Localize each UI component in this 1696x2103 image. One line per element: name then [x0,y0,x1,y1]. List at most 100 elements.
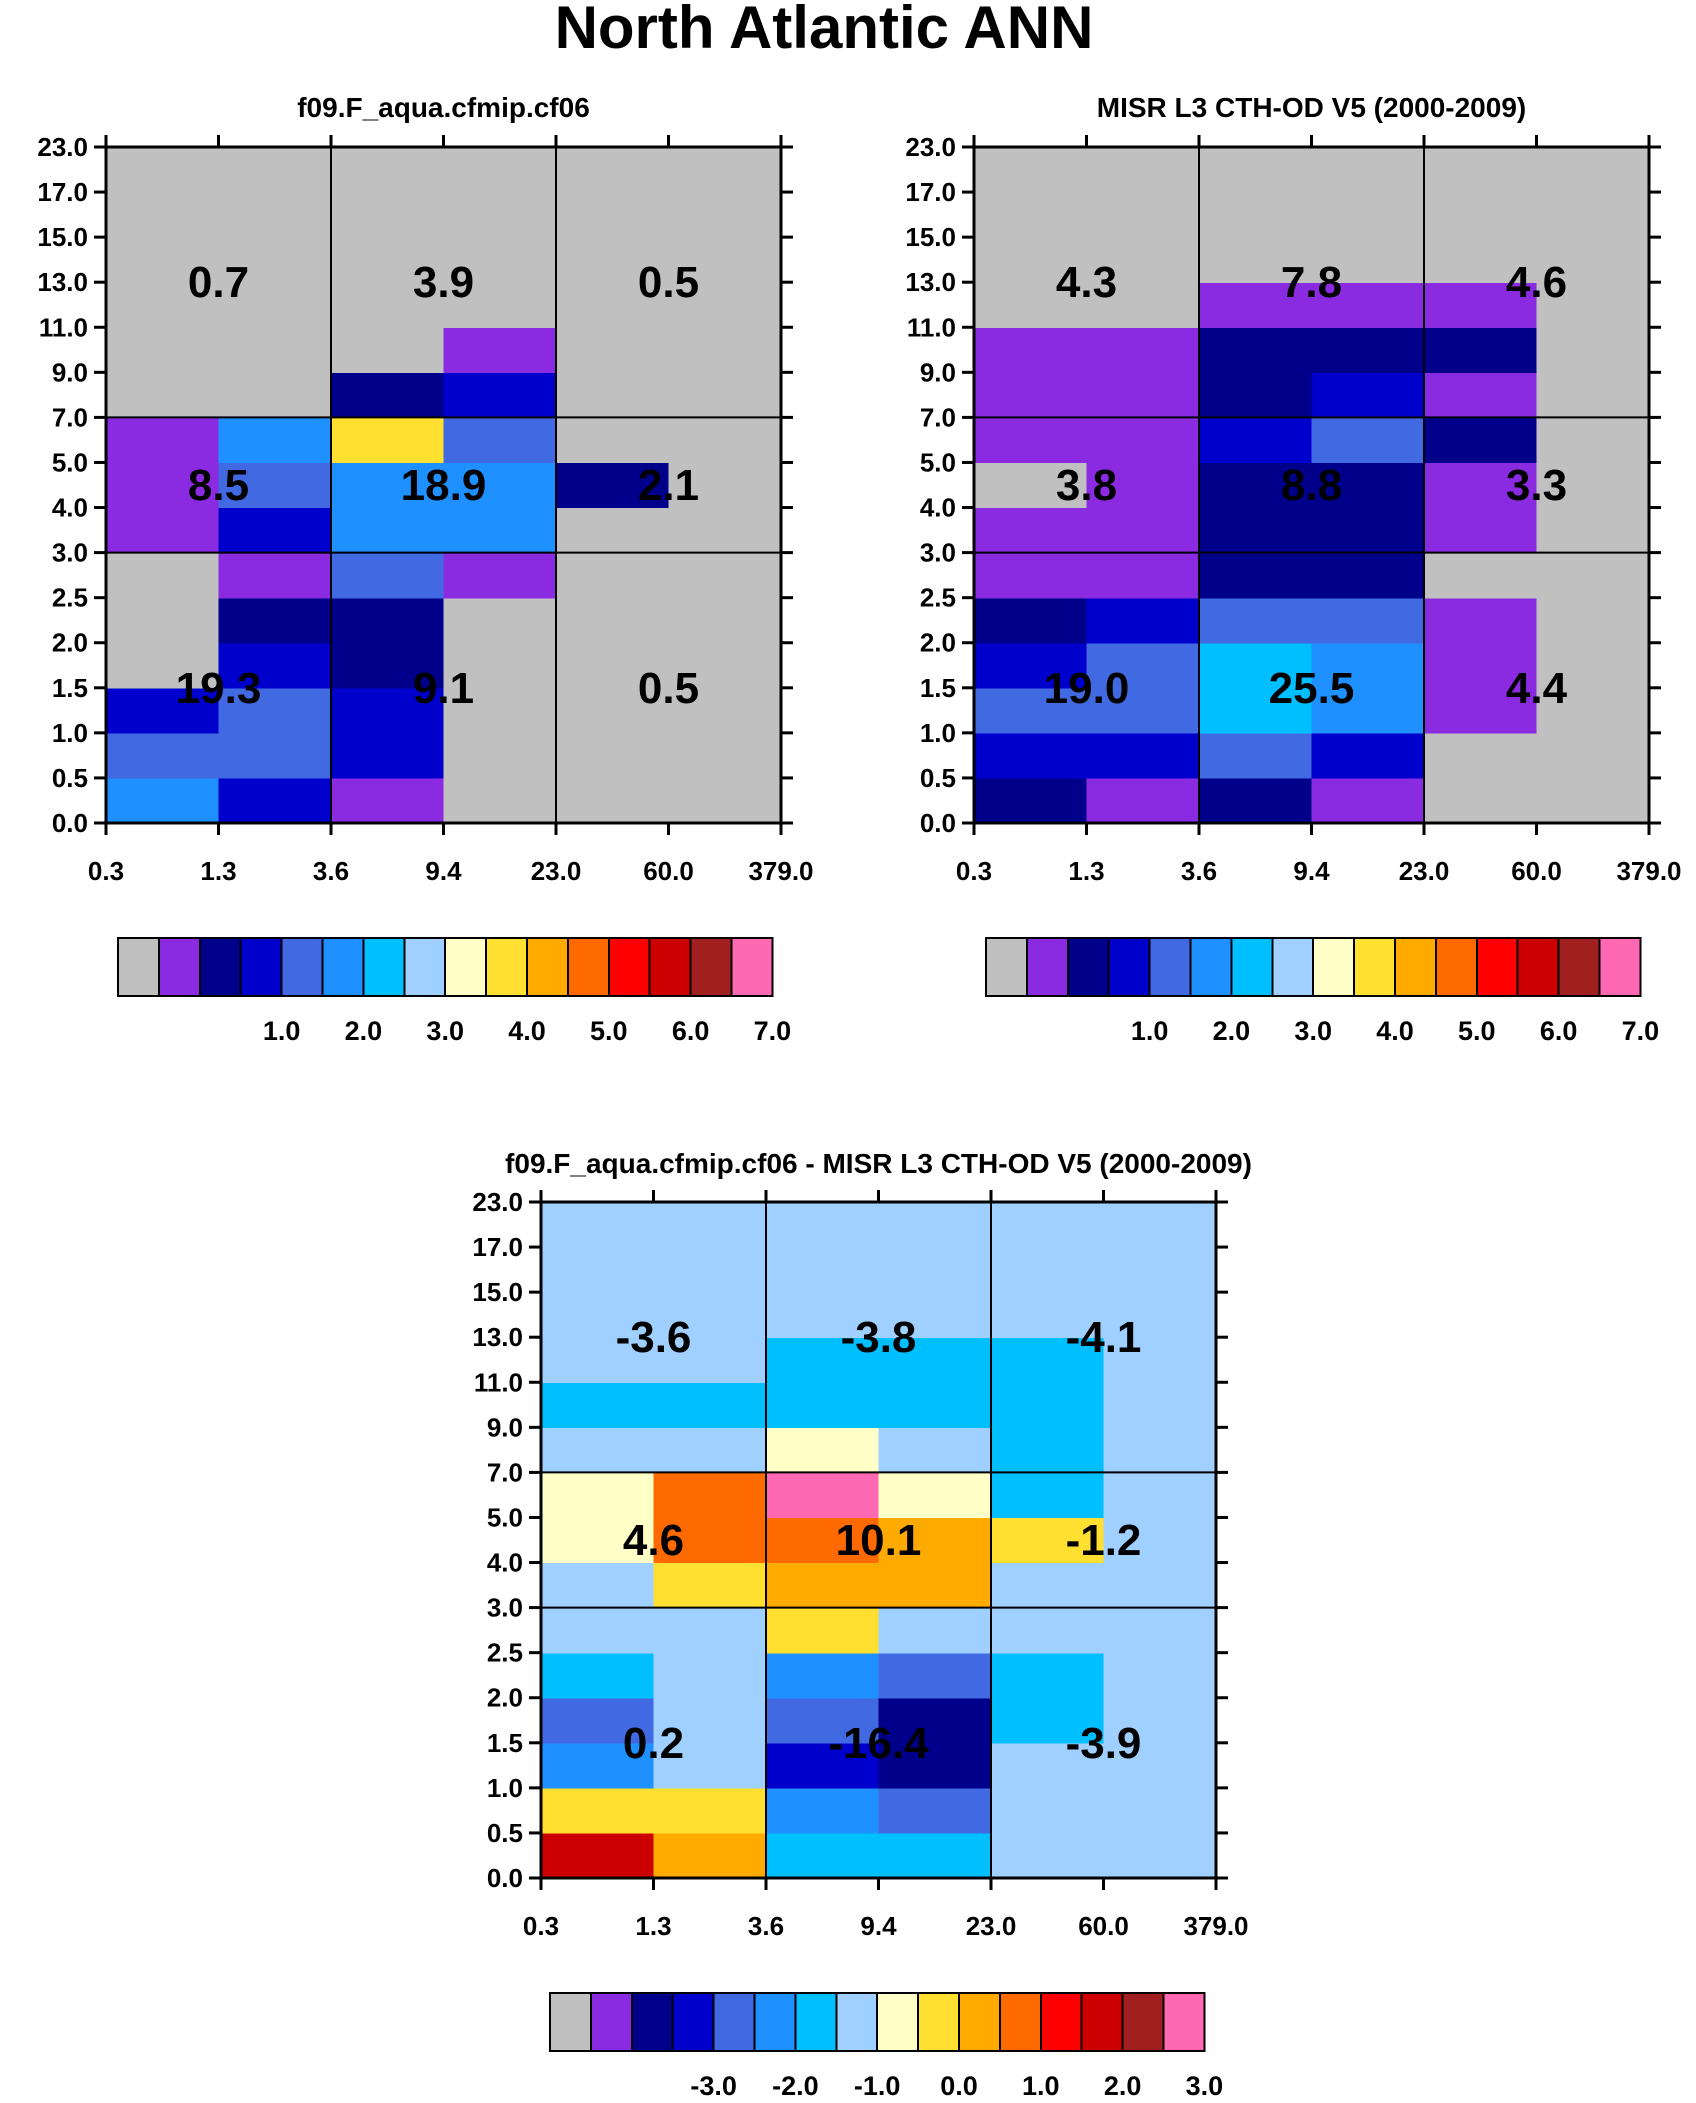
heatmap-cell [1199,597,1313,644]
heatmap-cell [331,687,445,734]
heatmap-cell [974,372,1088,418]
heatmap-cell [668,147,782,193]
heatmap-cell [1199,777,1313,824]
x-tick-label: 1.3 [1068,856,1104,886]
colorbar-swatch [321,937,365,997]
heatmap-cell [1536,732,1650,779]
heatmap-cell [443,237,557,283]
heatmap-cell [556,462,670,509]
y-tick-label: 5.0 [52,447,88,477]
heatmap-cell [556,777,670,824]
colorbar-swatch [1230,937,1274,997]
heatmap-cell [1086,147,1200,193]
heatmap-cell [974,147,1088,193]
heatmap-cell [541,1562,655,1609]
heatmap-cell [1086,417,1200,464]
panel-title: f09.F_aqua.cfmip.cf06 [297,92,590,123]
heatmap-cell [1103,1382,1217,1428]
heatmap-cell [974,282,1088,328]
heatmap-cell [443,732,557,779]
heatmap-cell [1086,192,1200,238]
colorbar-swatch [1394,937,1437,997]
heatmap-cell [1199,552,1313,599]
heatmap-cell [443,282,557,328]
heatmap-cell [974,777,1088,824]
y-tick-label: 1.5 [487,1728,523,1758]
heatmap-cell [1199,372,1313,418]
heatmap-cell [878,1787,992,1834]
heatmap-cell [218,417,332,464]
heatmap-cell [1536,372,1650,418]
heatmap-cell [1311,282,1425,328]
heatmap-cell [331,732,445,779]
heatmap-cell [974,642,1088,689]
heatmap-cell [878,1652,992,1699]
heatmap-cell [443,147,557,193]
heatmap-cell [766,1382,880,1428]
heatmap-cell [991,1382,1105,1428]
heatmap-cell [443,462,557,509]
x-tick-label: 9.4 [1293,856,1330,886]
panel-title: MISR L3 CTH-OD V5 (2000-2009) [1097,92,1526,123]
colorbar-label: 4.0 [1376,1016,1414,1046]
colorbar-swatch [239,937,283,997]
heatmap-cell [541,1247,655,1293]
heatmap-cell [668,372,782,418]
heatmap-cell [991,1337,1105,1383]
heatmap-cell [106,597,220,644]
heatmap-cell [1103,1337,1217,1383]
colorbar-swatch [444,937,488,997]
heatmap-cells [974,147,1650,824]
y-tick-label: 23.0 [905,132,956,162]
heatmap-cell [766,1292,880,1338]
heatmap-cell [218,282,332,328]
x-tick-label: 23.0 [966,1911,1017,1941]
y-tick-label: 2.0 [487,1683,523,1713]
heatmap-cell [878,1292,992,1338]
colorbar-swatch [1162,1992,1206,2052]
x-tick-label: 60.0 [1078,1911,1129,1941]
heatmap-cell [878,1202,992,1248]
colorbar-swatch [1271,937,1315,997]
heatmap-cell [1103,1787,1217,1834]
heatmap-cell [653,1742,767,1789]
heatmap-cell [766,1562,880,1609]
heatmap-cell [1086,282,1200,328]
y-tick-label: 2.0 [920,628,956,658]
heatmap-cell [766,1832,880,1879]
heatmap-cell [218,147,332,193]
heatmap-cell [1424,462,1538,509]
colorbar-swatch [1189,937,1233,997]
y-tick-label: 4.0 [52,493,88,523]
x-tick-label: 23.0 [1399,856,1450,886]
heatmap-cell [1199,687,1313,734]
colorbar-swatch [362,937,406,997]
y-tick-label: 2.5 [920,583,956,613]
heatmap-cell [766,1517,880,1564]
heatmap-cell [653,1562,767,1609]
colorbar-swatch [835,1992,879,2052]
panel-model: f09.F_aqua.cfmip.cf06 0.0 0.5 1.0 1.5 2.0 2.5 3… [37,92,813,1046]
heatmap-cell [1536,597,1650,644]
heatmap-cell [1199,147,1313,193]
colorbar-label: -2.0 [772,2071,819,2101]
heatmap-cell [556,687,670,734]
heatmap-cell [331,147,445,193]
heatmap-cell [668,642,782,689]
heatmap-cell [1536,552,1650,599]
heatmap-cell [878,1247,992,1293]
y-tick-label: 3.0 [920,538,956,568]
heatmap-cell [1199,237,1313,283]
heatmap-cell [974,237,1088,283]
heatmap-cell [1311,147,1425,193]
heatmap-cell [991,1292,1105,1338]
y-tick-label: 4.0 [487,1548,523,1578]
heatmap-cell [1103,1247,1217,1293]
y-tick-label: 7.0 [920,402,956,432]
panel-diff: f09.F_aqua.cfmip.cf06 - MISR L3 CTH-OD V… [472,1148,1252,2101]
heatmap-cell [668,597,782,644]
heatmap-cell [106,642,220,689]
colorbar-label: 7.0 [1622,1016,1660,1046]
region-value-label: 18.9 [401,461,487,510]
heatmap-cell [1311,777,1425,824]
